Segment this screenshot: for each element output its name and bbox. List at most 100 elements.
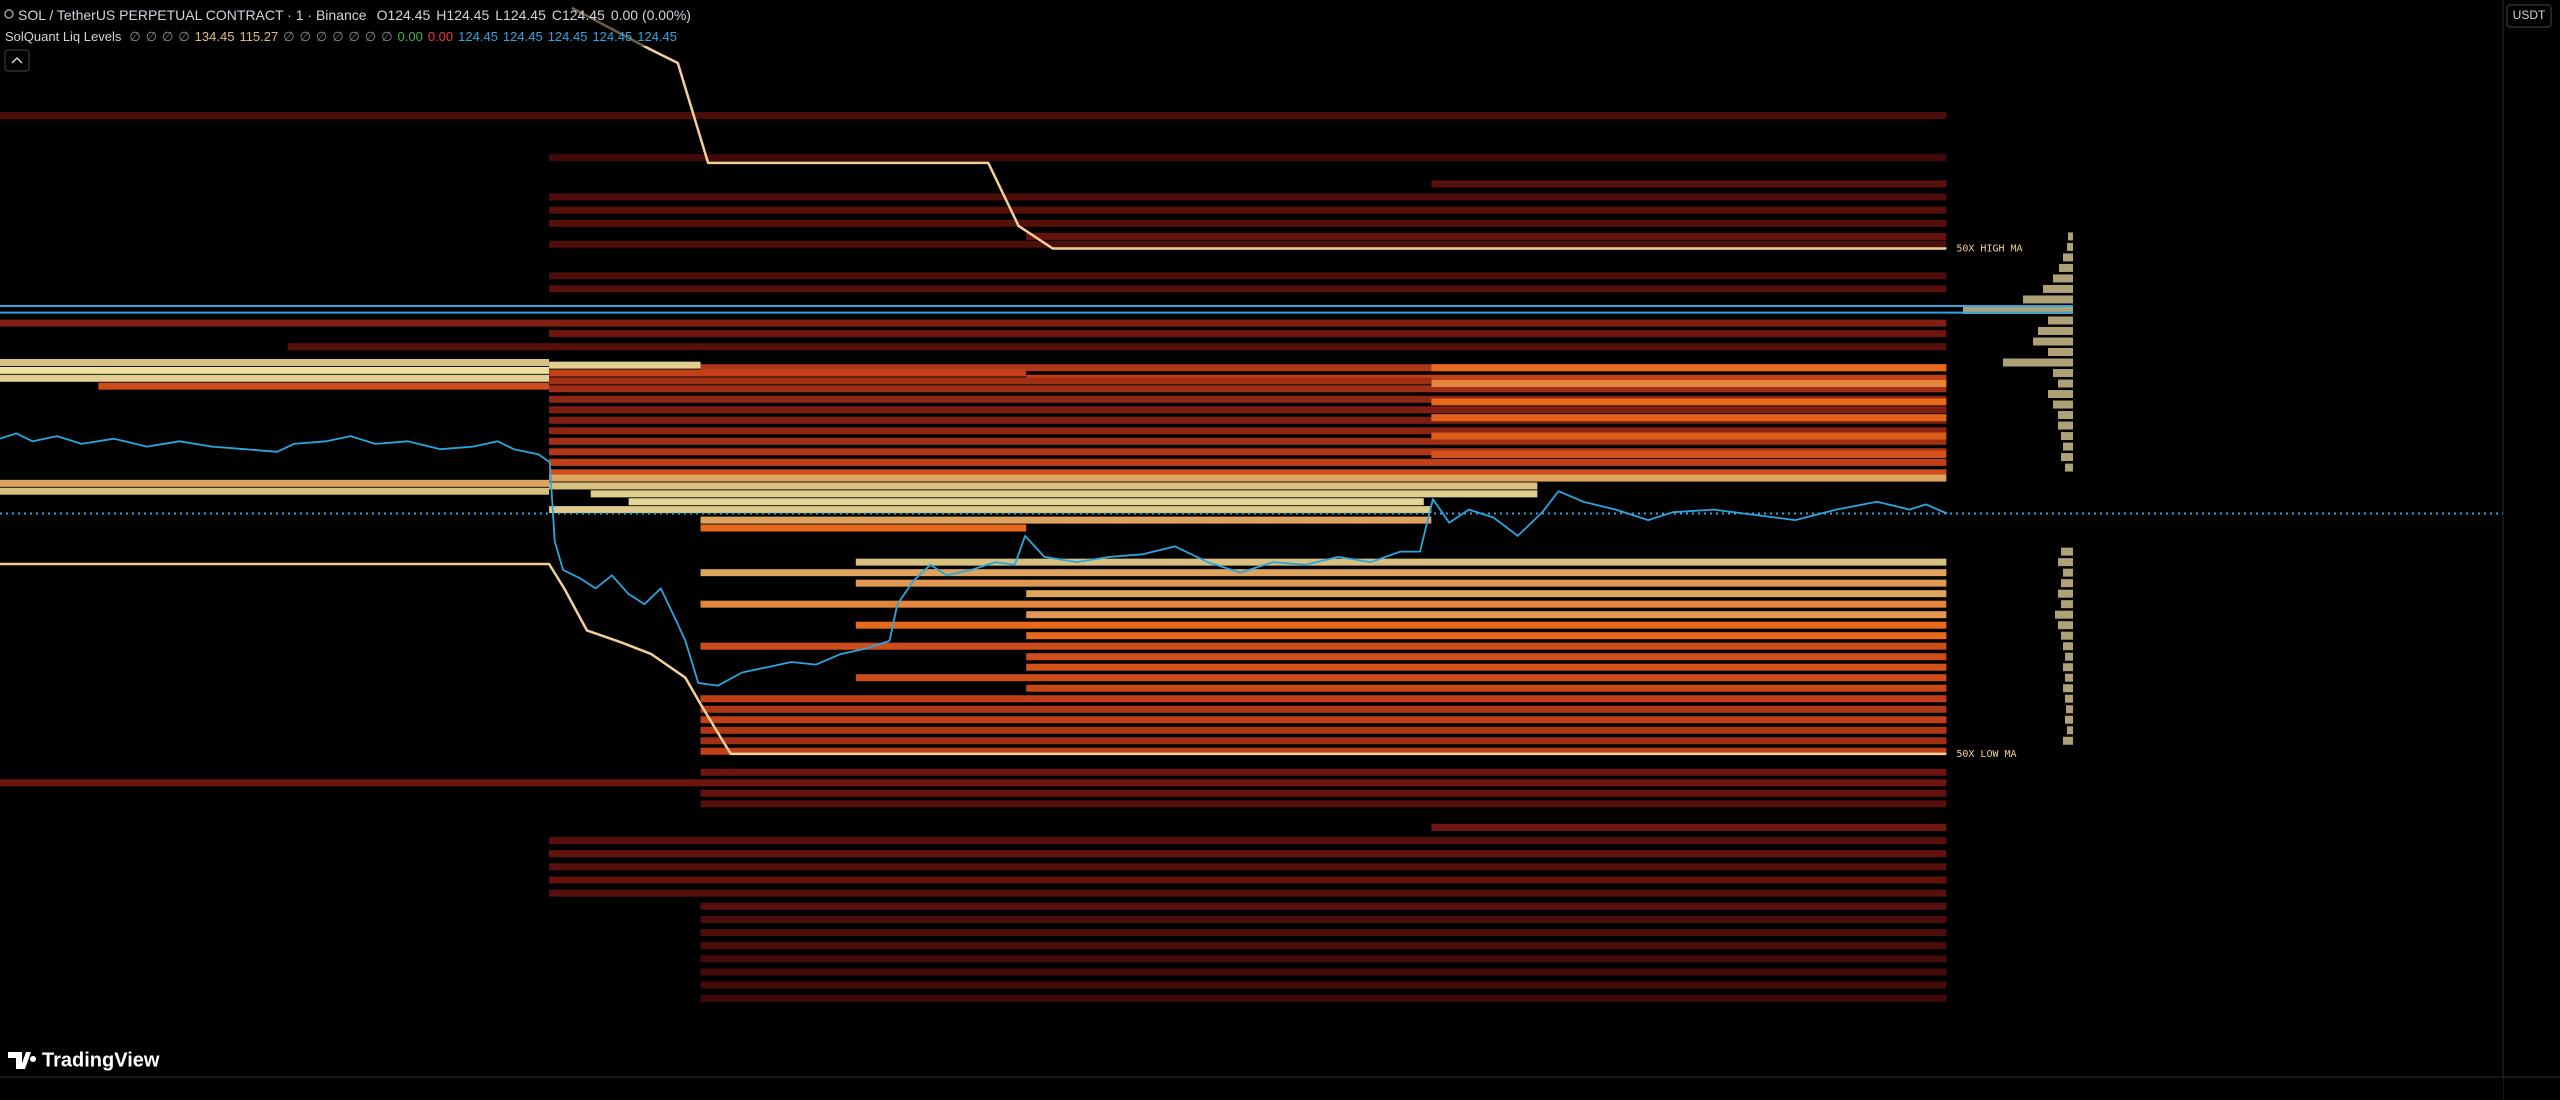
- currency-label[interactable]: USDT: [2513, 8, 2546, 22]
- liquidation-band: [700, 747, 1947, 755]
- profile-bar: [2048, 347, 2073, 356]
- profile-bar: [2065, 652, 2073, 661]
- liquidation-band: [590, 490, 1538, 498]
- liquidation-band: [700, 642, 1947, 650]
- ohlc-value: 124.45: [446, 7, 489, 23]
- ohlc-label: C: [552, 7, 562, 23]
- liquidation-band: [1026, 232, 1947, 240]
- profile-bar: [2058, 411, 2073, 420]
- liquidation-band: [549, 427, 1947, 435]
- liquidation-band: [549, 285, 1947, 293]
- profile-bar: [2058, 421, 2073, 430]
- profile-bar: [2068, 232, 2073, 241]
- liquidation-band: [700, 716, 1947, 724]
- liquidation-band: [549, 416, 1947, 424]
- currency-button[interactable]: USDT: [2506, 4, 2552, 28]
- symbol-legend: SOL / TetherUS PERPETUAL CONTRACT · 1 · …: [18, 7, 691, 23]
- liquidation-band: [549, 369, 1027, 377]
- liquidation-band: [549, 361, 701, 369]
- liquidation-band: [1431, 398, 1947, 406]
- liquidation-band: [549, 272, 1947, 280]
- price-axis: [2503, 0, 2560, 1100]
- indicator-value: 124.45: [503, 29, 543, 44]
- button-frame[interactable]: [4, 49, 30, 72]
- profile-bar: [2065, 694, 2073, 703]
- liquidation-band: [549, 863, 1947, 871]
- liquidation-band: [1026, 663, 1947, 671]
- liquidation-band: [0, 319, 1947, 327]
- liquidation-band: [855, 558, 1947, 566]
- profile-bar: [2066, 705, 2073, 714]
- ohlc-value: 124.45: [503, 7, 546, 23]
- indicator-value: 124.45: [458, 29, 498, 44]
- liquidation-band: [1026, 684, 1947, 692]
- price-line: [0, 562, 1947, 756]
- liquidation-band: [549, 406, 1947, 414]
- liquidation-band: [855, 621, 1947, 629]
- profile-bar: [2061, 453, 2073, 462]
- profile-bar: [2055, 610, 2073, 619]
- indicator-value: 0.00: [428, 29, 453, 44]
- liquidation-band: [700, 364, 1947, 372]
- profile-bar: [2061, 432, 2073, 441]
- profile-bar: [2063, 568, 2073, 577]
- profile-bar: [2003, 358, 2073, 367]
- profile-bar: [2067, 726, 2073, 735]
- price-line: [0, 432, 1948, 687]
- ohlc-label: O: [377, 7, 388, 23]
- heatmap-layer: [0, 112, 2073, 1002]
- indicator-value: 124.45: [637, 29, 677, 44]
- profile-bar: [2053, 274, 2073, 283]
- liquidation-band: [1431, 414, 1947, 422]
- indicator-value: 115.27: [239, 29, 278, 44]
- time-axis: [0, 1077, 2503, 1100]
- profile-bar: [2058, 379, 2073, 388]
- liquidation-band: [700, 737, 1947, 745]
- profile-bar: [2058, 558, 2073, 567]
- indicator-value: ∅: [381, 29, 392, 44]
- liquidation-band: [549, 193, 1947, 201]
- legend-backdrop: [0, 0, 720, 46]
- liquidation-band: [549, 240, 1947, 248]
- profile-bar: [2058, 589, 2073, 598]
- indicator-value: ∅: [365, 29, 376, 44]
- chevron: [11, 56, 23, 64]
- profile-bar: [2065, 463, 2073, 472]
- liquidation-band: [700, 569, 1947, 577]
- indicator-value: ∅: [146, 29, 157, 44]
- liquidation-band: [549, 506, 1432, 514]
- currency-frame[interactable]: [2506, 4, 2552, 28]
- liquidation-band: [700, 955, 1947, 963]
- liquidation-band: [700, 915, 1947, 923]
- liquidation-band: [1026, 590, 1947, 598]
- liquidation-band: [549, 458, 1947, 466]
- liquidation-band: [549, 850, 1947, 858]
- liquidation-band: [1431, 380, 1947, 388]
- ohlc-value: 124.45: [562, 7, 605, 23]
- liquidation-band: [1026, 611, 1947, 619]
- liquidation-band: [549, 206, 1947, 214]
- liquidation-band: [628, 498, 1424, 506]
- liquidation-band: [1431, 823, 1947, 831]
- liquidation-band: [1431, 180, 1947, 188]
- profile-bar: [2061, 631, 2073, 640]
- liquidation-band: [0, 779, 1947, 787]
- collapse-button[interactable]: [4, 49, 30, 72]
- liquidation-band: [1431, 450, 1947, 458]
- profile-bar: [2023, 295, 2073, 304]
- profile-bar: [2065, 715, 2073, 724]
- indicator-value: 0.00: [398, 29, 423, 44]
- profile-bar: [2048, 316, 2073, 325]
- liquidation-band: [0, 112, 1947, 120]
- profile-bar: [2063, 642, 2073, 651]
- indicator-name: SolQuant Liq Levels: [5, 29, 122, 44]
- profile-bar: [2053, 400, 2073, 409]
- profile-bar: [1963, 305, 2073, 314]
- liquidation-band: [549, 377, 1432, 385]
- indicator-value: ∅: [332, 29, 343, 44]
- liquidation-band: [0, 366, 550, 374]
- liquidation-band: [549, 437, 1947, 445]
- series-layer: [0, 6, 2073, 756]
- liquidation-band: [700, 516, 1432, 524]
- liquidation-band: [700, 695, 1947, 703]
